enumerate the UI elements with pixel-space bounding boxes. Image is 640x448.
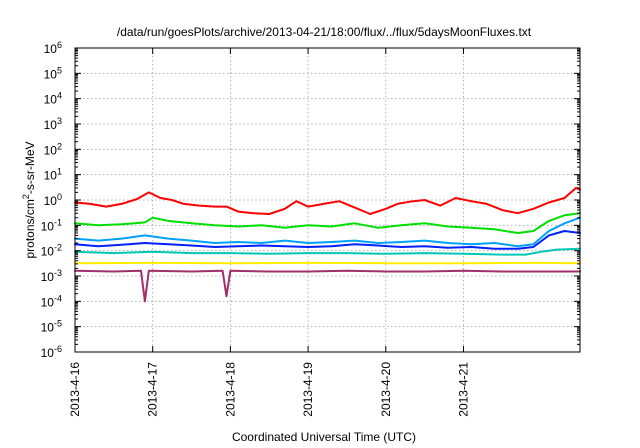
y-tick-label: 10-2 xyxy=(41,243,62,259)
series-line-5 xyxy=(74,247,581,256)
y-tick-label: 10-4 xyxy=(41,293,62,309)
y-tick-label: 105 xyxy=(44,65,62,81)
y-tick-exponent: -5 xyxy=(54,319,62,329)
chart-title: /data/run/goesPlots/archive/2013-04-21/1… xyxy=(117,25,532,39)
y-tick-label: 103 xyxy=(44,116,62,132)
y-tick-label: 100 xyxy=(44,192,62,208)
y-axis-label-sup: 2 xyxy=(21,194,31,199)
series-line-2 xyxy=(74,212,581,234)
y-tick-exponent: -1 xyxy=(54,217,62,227)
x-tick-label: 2013-4-17 xyxy=(146,362,160,417)
y-tick-exponent: 4 xyxy=(57,91,62,101)
y-tick-label: 10-5 xyxy=(41,319,62,335)
x-tick-label: 2013-4-20 xyxy=(379,362,393,417)
grid xyxy=(75,48,580,352)
series-line-3 xyxy=(74,216,581,248)
axis-ticks xyxy=(74,47,580,353)
y-tick-exponent: 5 xyxy=(57,65,62,75)
x-axis-label: Coordinated Universal Time (UTC) xyxy=(232,430,416,444)
y-tick-label: 102 xyxy=(44,141,62,157)
y-tick-exponent: 1 xyxy=(57,167,62,177)
x-tick-label: 2013-4-16 xyxy=(68,362,82,417)
y-tick-labels: 10610510410310210110010-110-210-310-410-… xyxy=(41,40,62,360)
x-tick-label: 2013-4-18 xyxy=(223,362,237,417)
series-group xyxy=(74,186,581,303)
y-tick-label: 106 xyxy=(44,40,62,56)
y-tick-exponent: -2 xyxy=(54,243,62,253)
x-tick-label: 2013-4-21 xyxy=(456,362,470,417)
series-line-1 xyxy=(74,186,581,215)
y-axis-label: protons/cm2-s-sr-MeV xyxy=(21,141,37,258)
y-axis-label-base: protons/cm xyxy=(23,199,37,258)
series-line-4 xyxy=(74,230,581,250)
y-tick-label: 10-6 xyxy=(41,344,62,360)
y-tick-exponent: -6 xyxy=(54,344,62,354)
y-tick-label: 10-1 xyxy=(41,217,62,233)
y-tick-exponent: 6 xyxy=(57,40,62,50)
y-tick-label: 10-3 xyxy=(41,268,62,284)
y-tick-exponent: 3 xyxy=(57,116,62,126)
x-tick-labels: 2013-4-16 2013-4-17 2013-4-18 2013-4-19 2013… xyxy=(68,362,470,417)
y-tick-exponent: 0 xyxy=(57,192,62,202)
y-axis-label-rest: -s-sr-MeV xyxy=(23,141,37,194)
x-tick-label: 2013-4-19 xyxy=(301,362,315,417)
y-tick-exponent: 2 xyxy=(57,141,62,151)
y-tick-exponent: -4 xyxy=(54,293,62,303)
y-tick-exponent: -3 xyxy=(54,268,62,278)
y-tick-label: 101 xyxy=(44,167,62,183)
series-line-7 xyxy=(74,269,581,303)
y-tick-label: 104 xyxy=(44,91,62,107)
